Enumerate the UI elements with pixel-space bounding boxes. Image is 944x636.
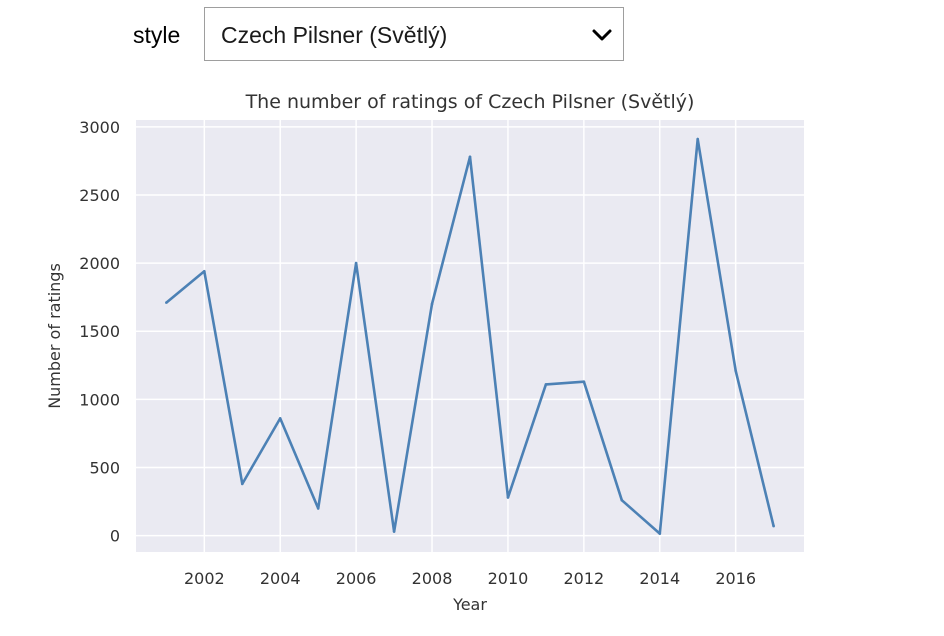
style-label: style xyxy=(133,22,181,48)
data-point xyxy=(203,269,206,273)
data-point xyxy=(430,302,434,306)
y-tick-label: 500 xyxy=(89,459,120,478)
x-tick-label: 2008 xyxy=(412,569,453,588)
data-point xyxy=(165,301,168,304)
data-point xyxy=(620,498,624,502)
x-tick-label: 2004 xyxy=(260,569,301,588)
data-point xyxy=(544,383,548,386)
data-point xyxy=(734,369,737,373)
data-point xyxy=(772,524,775,528)
x-axis-label: Year xyxy=(452,595,487,614)
x-tick-label: 2002 xyxy=(184,569,225,588)
y-tick-label: 1000 xyxy=(79,390,120,409)
style-dropdown[interactable]: Czech Pilsner (Světlý) xyxy=(204,7,624,61)
x-tick-label: 2012 xyxy=(564,569,605,588)
ratings-chart: 0 500 1000 1500 2000 2500 3000 2002 2004 2006 2008… xyxy=(45,91,804,614)
data-point xyxy=(468,155,472,159)
data-point xyxy=(316,507,320,510)
style-dropdown-value: Czech Pilsner (Světlý) xyxy=(221,22,448,48)
data-point xyxy=(582,380,586,383)
y-tick-label: 3000 xyxy=(79,118,120,137)
y-tick-label: 2500 xyxy=(79,186,120,205)
x-tick-label: 2006 xyxy=(336,569,377,588)
chevron-down-icon xyxy=(592,29,612,41)
data-point xyxy=(696,137,700,141)
x-tick-label: 2016 xyxy=(715,569,756,588)
x-tick-label: 2014 xyxy=(639,569,680,588)
y-tick-label: 0 xyxy=(110,527,120,546)
y-tick-label: 2000 xyxy=(79,254,120,273)
chart-title: The number of ratings of Czech Pilsner (… xyxy=(245,91,695,113)
data-point xyxy=(354,261,358,265)
data-point xyxy=(506,496,510,499)
style-selector: style Czech Pilsner (Světlý) xyxy=(0,6,944,64)
x-tick-label: 2010 xyxy=(488,569,529,588)
plot-area xyxy=(136,120,804,552)
y-tick-label: 1500 xyxy=(79,322,120,341)
data-point xyxy=(240,482,244,486)
data-point xyxy=(658,532,662,535)
data-point xyxy=(278,417,282,420)
y-axis-label: Number of ratings xyxy=(45,263,64,409)
data-point xyxy=(392,530,396,533)
